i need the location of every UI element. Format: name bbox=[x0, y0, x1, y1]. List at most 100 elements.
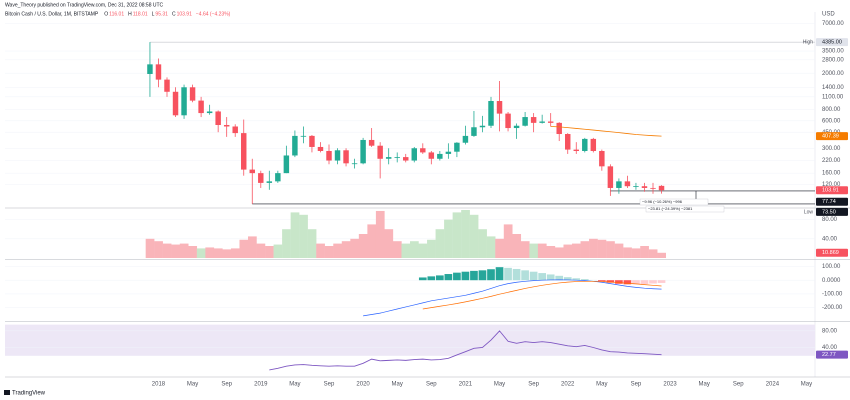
candle-body bbox=[164, 79, 170, 92]
indicator-bar bbox=[282, 229, 291, 258]
candle-body bbox=[172, 91, 179, 116]
indicator-bar bbox=[452, 212, 462, 258]
candle-body bbox=[582, 138, 588, 151]
indicator-bar bbox=[418, 243, 428, 258]
indicator-bar bbox=[171, 244, 180, 258]
indicator-bar bbox=[341, 241, 351, 258]
price-tag bbox=[816, 38, 848, 47]
indicator-bar bbox=[657, 252, 666, 258]
indicator-tag-label: 22.77 bbox=[822, 352, 836, 358]
x-tick-label: May bbox=[698, 382, 709, 388]
candle-body bbox=[488, 101, 494, 126]
indicator-bar bbox=[572, 243, 581, 258]
indicator-bar bbox=[358, 234, 368, 258]
indicator-line bbox=[269, 330, 662, 371]
histogram-bar bbox=[521, 270, 529, 281]
candle-body bbox=[616, 181, 622, 188]
histogram-bar bbox=[572, 278, 581, 281]
indicator-bar bbox=[290, 212, 300, 258]
indicator-bar bbox=[256, 243, 266, 258]
indicator-bar bbox=[589, 238, 598, 258]
histogram-bar bbox=[436, 275, 444, 281]
candle-body bbox=[428, 152, 435, 159]
candle-body bbox=[650, 187, 656, 189]
indicator-bar bbox=[375, 210, 385, 258]
x-tick-label: 2021 bbox=[459, 382, 473, 388]
candle-body bbox=[454, 142, 460, 152]
histogram-bar bbox=[657, 280, 666, 283]
indicator-bar bbox=[196, 248, 206, 258]
change: −4.64 (−4.23%) bbox=[196, 11, 231, 17]
histogram-bar bbox=[623, 280, 632, 285]
indicator-bar bbox=[461, 210, 470, 258]
ohlc-value: 116.01 bbox=[109, 11, 124, 17]
indicator-tag bbox=[816, 350, 848, 359]
y-tick-label: 1400.00 bbox=[822, 85, 844, 91]
candle-body bbox=[624, 181, 631, 187]
histogram-bar bbox=[512, 268, 521, 281]
price-tag-label: 77.74 bbox=[822, 199, 836, 205]
indicator-bar bbox=[478, 229, 487, 258]
candle-body bbox=[223, 124, 230, 127]
indicator-bar bbox=[520, 241, 530, 258]
y-tick-label: 600.00 bbox=[822, 118, 841, 124]
ohlc-label: H bbox=[128, 11, 132, 17]
indicator-bar bbox=[384, 229, 394, 258]
y-tick-label: 1100.00 bbox=[822, 94, 844, 100]
indicator-bar bbox=[265, 246, 274, 258]
last-price-tag-label: 103.91 bbox=[822, 188, 839, 194]
indicator-bar bbox=[401, 243, 411, 258]
y-tick-label: 7000.00 bbox=[822, 21, 844, 27]
ohlc-label: C bbox=[172, 11, 176, 17]
indicator-bar bbox=[239, 239, 249, 258]
indicator-bar bbox=[188, 246, 198, 258]
band bbox=[5, 324, 815, 356]
price-tag-label: 4385.00 bbox=[822, 40, 842, 46]
candle-body bbox=[351, 163, 358, 165]
candle-body bbox=[590, 138, 597, 151]
candle-body bbox=[283, 155, 290, 174]
x-tick-label: May bbox=[289, 382, 300, 388]
histogram-bar bbox=[529, 271, 538, 281]
histogram-bar bbox=[461, 271, 470, 281]
x-tick-label: Sep bbox=[221, 382, 232, 388]
candle-body bbox=[241, 133, 247, 170]
indicator-bar bbox=[537, 243, 547, 258]
currency: USD bbox=[822, 12, 835, 18]
histogram-bar bbox=[427, 276, 436, 281]
indicator-bar bbox=[367, 224, 377, 258]
candle-body bbox=[394, 157, 400, 158]
x-tick-label: Sep bbox=[426, 382, 437, 388]
annotation: −23.81 (−24.39%) −2381 bbox=[648, 206, 693, 211]
y-tick-label: 80.00 bbox=[822, 328, 838, 334]
x-tick-label: Sep bbox=[631, 382, 642, 388]
indicator-tag-label: 10.869 bbox=[822, 250, 839, 256]
histogram-bar bbox=[632, 280, 640, 285]
indicator-bar bbox=[495, 238, 504, 258]
indicator-bar bbox=[324, 246, 334, 258]
x-tick-label: May bbox=[392, 382, 403, 388]
indicator-bar bbox=[350, 238, 360, 258]
indicator-bar bbox=[614, 243, 624, 258]
x-tick-label: May bbox=[596, 382, 607, 388]
x-tick-label: May bbox=[187, 382, 198, 388]
x-tick-label: 2023 bbox=[663, 382, 677, 388]
y-tick-label: -200.00 bbox=[822, 305, 843, 311]
candle-body bbox=[530, 117, 537, 123]
histogram-bar bbox=[649, 280, 657, 284]
x-tick-label: 2020 bbox=[356, 382, 370, 388]
indicator-bar bbox=[563, 244, 573, 258]
macd-line bbox=[363, 279, 662, 317]
price-tag bbox=[816, 207, 848, 216]
candle-body bbox=[522, 117, 528, 126]
candle-body bbox=[249, 169, 255, 174]
y-tick-label: 40.00 bbox=[822, 345, 838, 351]
indicator-bar bbox=[145, 238, 155, 258]
y-tick-label: 0.0000 bbox=[822, 278, 841, 284]
candle-body bbox=[343, 150, 349, 164]
candle-body bbox=[505, 113, 511, 129]
candle-body bbox=[599, 150, 605, 167]
ma-tag-label: 407.39 bbox=[822, 134, 839, 140]
axes bbox=[5, 12, 850, 378]
candle-body bbox=[556, 122, 562, 135]
